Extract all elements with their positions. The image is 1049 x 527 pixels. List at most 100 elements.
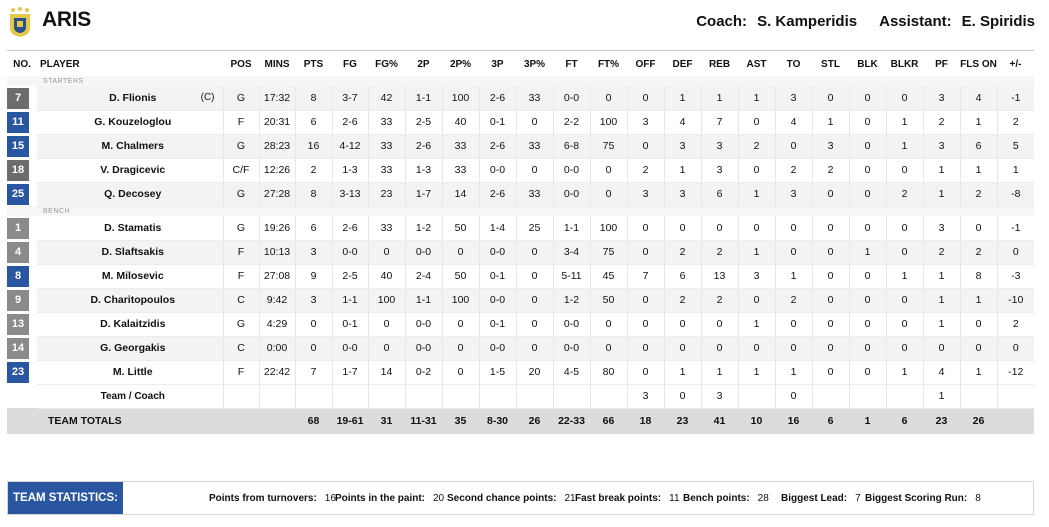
player-row[interactable]: 13 D. Kalaitzidis G 4:29 0 0-1 0 0-0 0 0-1 0 0-0 0 0 0…	[7, 312, 1034, 337]
column-header[interactable]: FT%	[597, 58, 620, 70]
column-header[interactable]: FLS ON	[960, 58, 997, 70]
column-header[interactable]: STL	[821, 58, 840, 70]
player-name[interactable]: D. Slaftsakis	[101, 246, 164, 258]
player-row[interactable]: 9 D. Charitopoulos C 9:42 3 1-1 100 1-1 100 0-0 0 1…	[7, 288, 1034, 313]
column-header[interactable]: FG%	[375, 58, 398, 70]
player-number-badge: 11	[7, 111, 29, 133]
column-header[interactable]: 2P	[417, 58, 430, 70]
player-row[interactable]: 23 M. Little F 22:42 7 1-7 14 0-2 0 1-5 20 4-5 80 0 1 1…	[7, 360, 1034, 385]
column-header[interactable]: FG	[343, 58, 357, 70]
stat-cell: 1	[960, 158, 998, 183]
player-name-cell[interactable]: M. Chalmers	[37, 134, 224, 159]
stat-cell: 1	[886, 360, 924, 385]
column-header[interactable]: PLAYER	[40, 58, 80, 70]
stat-cell: 0	[516, 288, 554, 313]
stat-cell: 3	[295, 240, 333, 265]
player-name-cell[interactable]: G. Kouzeloglou	[37, 110, 224, 135]
player-row[interactable]: 11 G. Kouzeloglou F 20:31 6 2-6 33 2-5 40 0-1 0 2-2…	[7, 110, 1034, 135]
player-name-cell[interactable]: D. Charitopoulos	[37, 288, 224, 313]
player-row[interactable]: 1 D. Stamatis G 19:26 6 2-6 33 1-2 50 1-4 25 1-1 100…	[7, 216, 1034, 241]
player-name-cell[interactable]: D. Flionis (C)	[37, 86, 224, 111]
player-number-cell: 7	[7, 86, 37, 110]
player-row[interactable]: 8 M. Milosevic F 27:08 9 2-5 40 2-4 50 0-1 0 5-11 45…	[7, 264, 1034, 289]
column-header[interactable]: REB	[708, 58, 731, 70]
column-header[interactable]: AST	[746, 58, 767, 70]
player-name[interactable]: M. Chalmers	[101, 140, 164, 152]
player-name-cell[interactable]: M. Little	[37, 360, 224, 385]
player-name-cell[interactable]: D. Stamatis	[37, 216, 224, 241]
player-name[interactable]: G. Kouzeloglou	[94, 116, 172, 128]
stat-cell: 0	[590, 86, 628, 111]
stat-cell: 2-6	[479, 182, 517, 207]
player-name-cell[interactable]: V. Dragicevic	[37, 158, 224, 183]
stat-cell: 1-2	[405, 216, 443, 241]
stat-cell	[259, 384, 296, 409]
player-name[interactable]: G. Georgakis	[100, 342, 166, 354]
column-header-row: NO. PLAYER POS MINS PTS FG FG% 2P 2P% 3P 3P% FT FT% O…	[7, 52, 1034, 76]
stat-cell	[405, 384, 443, 409]
stat-cell: 1-7	[332, 360, 369, 385]
stat-cell: 0	[738, 158, 776, 183]
team-stat-label: Biggest Lead:	[781, 493, 848, 504]
player-row[interactable]: 15 M. Chalmers G 28:23 16 4-12 33 2-6 33 2-6 33 6-8…	[7, 134, 1034, 159]
column-header[interactable]: +/-	[1009, 58, 1022, 70]
stat-cell: 0	[368, 312, 406, 337]
player-row[interactable]: 7 D. Flionis (C) G 17:32 8 3-7 42 1-1 100 2-6 33 0-0…	[7, 86, 1034, 111]
stat-cell: 2	[738, 134, 776, 159]
stat-cell: 1	[923, 158, 961, 183]
player-name-cell[interactable]: D. Slaftsakis	[37, 240, 224, 265]
player-name-cell[interactable]: M. Milosevic	[37, 264, 224, 289]
player-row[interactable]: 4 D. Slaftsakis F 10:13 3 0-0 0 0-0 0 0-0 0 3-4 75 0 2…	[7, 240, 1034, 265]
column-header[interactable]: BLK	[857, 58, 878, 70]
column-header[interactable]: FT	[565, 58, 578, 70]
stat-cell: 4-5	[553, 360, 591, 385]
player-row[interactable]: 18 V. Dragicevic C/F 12:26 2 1-3 33 1-3 33 0-0 0 0-…	[7, 158, 1034, 183]
column-header[interactable]: TO	[786, 58, 801, 70]
player-name[interactable]: Q. Decosey	[104, 188, 162, 200]
player-row[interactable]: 14 G. Georgakis C 0:00 0 0-0 0 0-0 0 0-0 0 0-0 0 0 0 0 0…	[7, 336, 1034, 361]
player-name[interactable]: D. Kalaitzidis	[100, 318, 166, 330]
stat-cell: 6	[295, 216, 333, 241]
stat-cell: 0	[960, 216, 998, 241]
total-cell: 18	[627, 408, 664, 434]
column-header[interactable]: DEF	[672, 58, 693, 70]
player-name[interactable]: V. Dragicevic	[100, 164, 166, 176]
stat-cell	[516, 384, 554, 409]
stat-cell: 2-5	[332, 264, 369, 289]
stat-cell: F	[223, 360, 260, 385]
coaches: Coach: S. Kamperidis Assistant: E. Spiridis	[696, 13, 1035, 30]
stat-cell: 0-0	[479, 158, 517, 183]
team-stat-label: Points in the paint:	[335, 493, 425, 504]
total-cell	[259, 408, 295, 434]
player-name-cell[interactable]: Q. Decosey	[37, 182, 224, 207]
player-name-cell[interactable]: D. Kalaitzidis	[37, 312, 224, 337]
player-name[interactable]: D. Stamatis	[104, 221, 162, 234]
column-header[interactable]: OFF	[635, 58, 656, 70]
stat-cell: 0	[775, 336, 813, 361]
column-header[interactable]: PTS	[303, 58, 324, 70]
column-header[interactable]: POS	[230, 58, 252, 70]
column-header[interactable]: BLKR	[890, 58, 919, 70]
player-name-cell[interactable]: G. Georgakis	[37, 336, 224, 361]
stat-cell: 14	[442, 182, 480, 207]
stat-cell: -3	[997, 264, 1034, 289]
team-stat-value: 21	[564, 493, 576, 504]
stat-cell: 0	[627, 336, 665, 361]
player-name[interactable]: M. Little	[112, 366, 153, 378]
player-number-badge: 14	[7, 337, 29, 359]
stat-cell: -1	[997, 216, 1034, 241]
column-header[interactable]: 3P	[491, 58, 504, 70]
column-header[interactable]: 2P%	[449, 58, 472, 70]
player-name[interactable]: D. Flionis	[109, 91, 157, 104]
column-header[interactable]: NO.	[13, 58, 31, 70]
column-header[interactable]: 3P%	[523, 58, 546, 70]
player-row[interactable]: 25 Q. Decosey G 27:28 8 3-13 23 1-7 14 2-6 33 0-0 0 3…	[7, 182, 1034, 207]
player-name[interactable]: D. Charitopoulos	[90, 294, 176, 306]
player-number-cell: 18	[7, 158, 37, 182]
column-header[interactable]: MINS	[264, 58, 290, 70]
stat-cell	[479, 384, 517, 409]
player-name[interactable]: M. Milosevic	[101, 270, 164, 282]
stat-cell: 28:23	[259, 134, 296, 159]
player-number-badge: 15	[7, 135, 29, 157]
column-header[interactable]: PF	[935, 58, 948, 70]
